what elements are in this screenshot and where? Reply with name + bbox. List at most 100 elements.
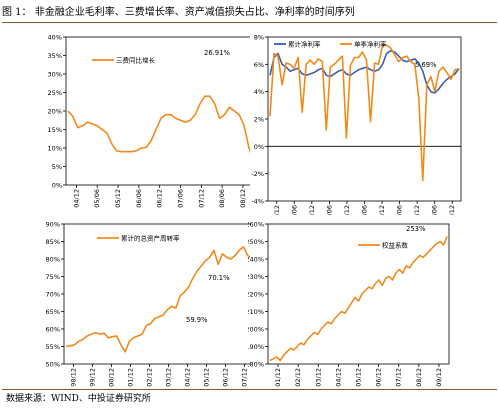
x-tick-label: 07/12 (197, 189, 205, 208)
x-tick-label: 99/12 (89, 368, 97, 387)
data-annotation: 70.1% (208, 274, 230, 282)
series-line (67, 95, 250, 154)
y-tick-label: 35% (48, 52, 62, 60)
y-tick-label: 50% (46, 361, 60, 369)
y-tick-label: 55% (46, 343, 60, 351)
x-tick-label: 05/12 (203, 368, 211, 387)
legend-label: 三费同比增长 (116, 56, 156, 65)
y-tick-label: 10% (48, 145, 62, 153)
y-tick-label: 90% (46, 221, 60, 229)
x-tick-label: 04/12 (334, 368, 342, 387)
x-tick-label: 06/12 (375, 368, 383, 387)
x-tick-label: 03/12 (165, 368, 173, 387)
y-tick-label: 240% (248, 256, 264, 264)
x-tick-label: 07/12 (241, 368, 249, 387)
series-line (269, 44, 460, 182)
x-tick-label: 04/12 (184, 368, 192, 387)
source-divider (2, 389, 497, 390)
x-tick-label: 08/06 (218, 189, 226, 208)
x-tick-label: 04/12 (273, 205, 281, 215)
data-source-note: 数据来源：WIND、中投证券研究所 (6, 394, 151, 404)
x-tick-label: 07/06 (361, 205, 369, 215)
data-annotation: 26.91% (204, 49, 230, 57)
series-line (65, 245, 250, 353)
x-tick-label: 09/12 (435, 368, 443, 387)
x-tick-label: 05/12 (355, 368, 363, 387)
x-tick-label: 01/12 (127, 368, 135, 387)
x-tick-label: 07/06 (177, 189, 185, 208)
chart-svg-expense-growth: 0% 5% 10% 15% 20% 25% 30% 35% 40% 04/12 05/06 05/12… (48, 34, 250, 208)
y-tick-label: 230% (248, 273, 264, 281)
y-tick-label: -2% (251, 170, 264, 178)
y-tick-label: 260% (248, 221, 264, 229)
y-tick-label: 80% (46, 256, 60, 264)
x-tick-label: 02/12 (294, 368, 302, 387)
data-annotation: 59.9% (186, 316, 208, 324)
x-tick-label: 08/12 (239, 189, 247, 208)
y-tick-label: 2% (254, 116, 264, 124)
x-tick-label: 06/12 (156, 189, 164, 208)
x-tick-label: 06/12 (343, 205, 351, 215)
chart-svg-net-margin: -4% -2% 0% 2% 4% 6% 8% 04/12 05/06 05/12 06/06 06/1… (251, 34, 462, 215)
y-tick-label: 180% (248, 361, 264, 369)
x-tick-label: 05/12 (114, 189, 122, 208)
chart-panel-net-margin: -4% -2% 0% 2% 4% 6% 8% 04/12 05/06 05/12 06/06 06/1… (248, 27, 498, 215)
x-tick-label: 05/12 (308, 205, 316, 215)
x-tick-label: 07/12 (378, 205, 386, 215)
x-tick-label: 08/12 (413, 205, 421, 215)
y-tick-label: 200% (248, 326, 264, 334)
y-tick-label: 6% (254, 61, 264, 69)
x-tick-label: 06/06 (325, 205, 333, 215)
x-tick-label: 98/12 (70, 368, 78, 387)
figure-title: 图 1： 非金融企业毛利率、三费增长率、资产减值损失占比、净利率的时间序列 (2, 7, 355, 18)
y-tick-label: 60% (46, 326, 60, 334)
x-tick-label: 03/12 (314, 368, 322, 387)
x-tick-label: 08/06 (396, 205, 404, 215)
chart-panel-expense-growth: 0% 5% 10% 15% 20% 25% 30% 35% 40% 04/12 05/06 05/12… (0, 27, 250, 215)
y-tick-label: 15% (48, 126, 62, 134)
legend-label: 权益系数 (382, 241, 409, 250)
title-divider (2, 22, 497, 23)
x-tick-label: 02/12 (146, 368, 154, 387)
data-annotation: 5.69% (415, 61, 437, 69)
y-tick-label: 210% (248, 308, 264, 316)
y-tick-label: 70% (46, 291, 60, 299)
series-line (269, 236, 448, 362)
chart-panel-asset-turnover: 50% 55% 60% 65% 70% 75% 80% 85% 90% 98/12 99/12 00/… (0, 216, 250, 388)
x-tick-label: 06/12 (222, 368, 230, 387)
x-tick-label: 07/12 (395, 368, 403, 387)
x-tick-label: 09/12 (448, 205, 456, 215)
x-tick-label: 08/12 (415, 368, 423, 387)
y-tick-label: 220% (248, 291, 264, 299)
y-tick-label: 0% (254, 143, 264, 151)
y-tick-label: 25% (48, 89, 62, 97)
y-tick-label: 190% (248, 343, 264, 351)
y-tick-label: 250% (248, 238, 264, 246)
y-tick-label: 8% (254, 34, 264, 42)
x-tick-label: 06/06 (135, 189, 143, 208)
legend-label: 单季净利率 (354, 40, 387, 49)
x-tick-label: 09/06 (431, 205, 439, 215)
y-tick-label: 5% (52, 163, 62, 171)
x-tick-label: 04/12 (72, 189, 80, 208)
x-tick-label: 01/12 (274, 368, 282, 387)
y-tick-label: 85% (46, 238, 60, 246)
chart-panel-equity-multiplier: 180% 190% 200% 210% 220% 230% 240% 250% 260% 01/1… (248, 216, 498, 388)
x-tick-label: 00/12 (108, 368, 116, 387)
x-tick-label: 05/06 (93, 189, 101, 208)
legend-label: 累计净利率 (288, 40, 321, 49)
y-tick-label: 0% (52, 182, 62, 190)
legend-label: 累计的总资产周转率 (121, 234, 180, 243)
y-tick-label: 40% (48, 34, 62, 42)
y-tick-label: -4% (251, 198, 264, 206)
y-tick-label: 65% (46, 308, 60, 316)
plot-frame (63, 223, 250, 365)
y-tick-label: 30% (48, 71, 62, 79)
chart-svg-asset-turnover: 50% 55% 60% 65% 70% 75% 80% 85% 90% 98/12 99/12 00/… (46, 221, 250, 387)
data-annotation: 253% (406, 225, 426, 233)
y-tick-label: 20% (48, 108, 62, 116)
chart-svg-equity-multiplier: 180% 190% 200% 210% 220% 230% 240% 250% 260% 01/1… (248, 221, 450, 387)
y-tick-label: 4% (254, 88, 264, 96)
x-tick-label: 05/06 (290, 205, 298, 215)
y-tick-label: 75% (46, 273, 60, 281)
